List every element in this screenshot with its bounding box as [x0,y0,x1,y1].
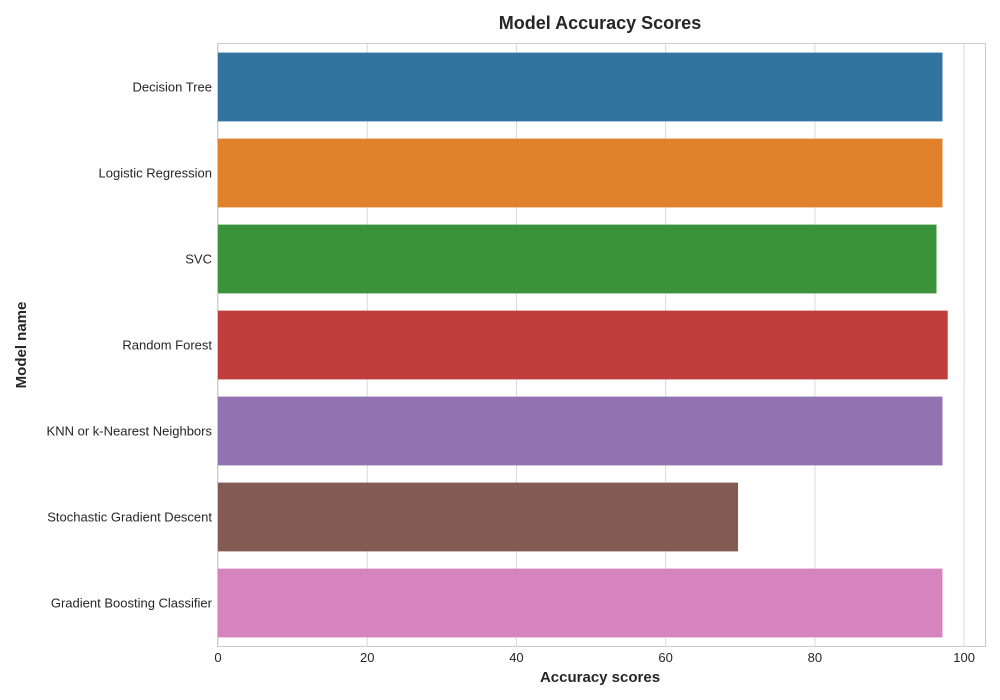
bar [218,138,943,208]
x-tick-label: 40 [509,650,523,665]
bar [218,52,943,122]
bar [218,224,937,294]
x-tick-label: 20 [360,650,374,665]
chart-title: Model Accuracy Scores [499,13,701,33]
y-tick-label: KNN or k-Nearest Neighbors [47,424,213,439]
plot-frame [217,43,986,647]
y-tick-labels: Decision Tree Logistic Regression SVC Rando… [47,80,213,611]
y-axis-label: Model name [13,302,30,389]
x-tick-label: 80 [808,650,822,665]
x-tick-label: 0 [214,650,221,665]
y-tick-label: Logistic Regression [99,166,212,181]
y-tick-label: Stochastic Gradient Descent [47,510,212,525]
bars [218,52,948,638]
bar [218,396,943,466]
y-tick-label: Gradient Boosting Classifier [51,596,213,611]
x-tick-labels: 0 20 40 60 80 100 [214,650,975,665]
x-tick-label: 60 [658,650,672,665]
x-tick-label: 100 [953,650,975,665]
y-tick-label: SVC [185,252,212,267]
bar [218,482,739,552]
bar [218,310,948,380]
bar [218,568,943,638]
x-axis-label: Accuracy scores [540,669,660,686]
y-tick-label: Decision Tree [133,80,212,95]
y-tick-label: Random Forest [122,338,212,353]
